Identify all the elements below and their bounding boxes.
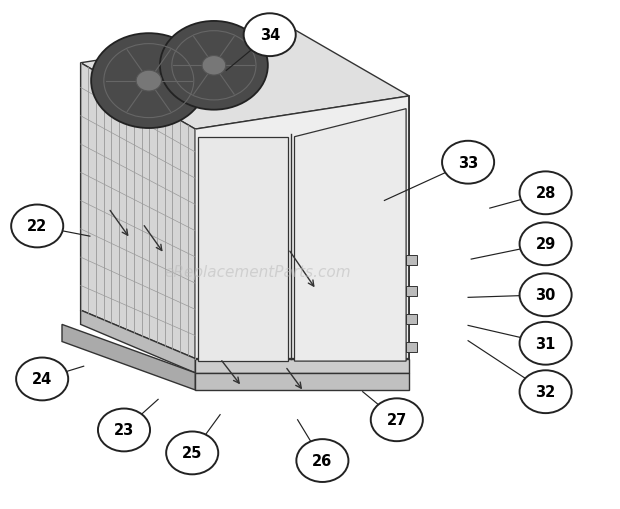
Circle shape	[520, 274, 572, 317]
Circle shape	[16, 358, 68, 401]
Text: 27: 27	[387, 412, 407, 428]
FancyBboxPatch shape	[406, 314, 417, 324]
Polygon shape	[294, 109, 406, 361]
Circle shape	[520, 172, 572, 215]
Circle shape	[202, 56, 226, 76]
Polygon shape	[198, 137, 288, 361]
Text: 28: 28	[536, 186, 556, 201]
Text: eReplacementParts.com: eReplacementParts.com	[164, 265, 351, 280]
Circle shape	[166, 432, 218, 474]
Polygon shape	[195, 359, 409, 373]
Circle shape	[160, 22, 268, 110]
FancyBboxPatch shape	[406, 286, 417, 296]
Text: 24: 24	[32, 372, 52, 387]
Circle shape	[442, 142, 494, 184]
Text: 26: 26	[312, 453, 332, 468]
Text: 30: 30	[536, 288, 556, 303]
Polygon shape	[81, 310, 195, 373]
Circle shape	[11, 205, 63, 248]
Polygon shape	[81, 31, 409, 130]
Text: 23: 23	[114, 422, 134, 438]
Text: 32: 32	[536, 384, 556, 400]
Circle shape	[296, 439, 348, 482]
Circle shape	[136, 71, 161, 92]
Text: 22: 22	[27, 219, 47, 234]
Circle shape	[520, 322, 572, 365]
FancyBboxPatch shape	[406, 256, 417, 266]
Circle shape	[371, 399, 423, 441]
Polygon shape	[81, 64, 195, 359]
Polygon shape	[195, 373, 409, 390]
Circle shape	[520, 371, 572, 413]
FancyBboxPatch shape	[406, 342, 417, 352]
Text: 34: 34	[260, 28, 280, 43]
Polygon shape	[195, 97, 409, 359]
Circle shape	[91, 34, 206, 129]
Polygon shape	[62, 325, 195, 390]
Text: 31: 31	[536, 336, 556, 351]
Circle shape	[98, 409, 150, 451]
Text: 25: 25	[182, 445, 202, 461]
Circle shape	[244, 14, 296, 57]
Text: 29: 29	[536, 237, 556, 252]
Circle shape	[520, 223, 572, 266]
Text: 33: 33	[458, 155, 478, 171]
